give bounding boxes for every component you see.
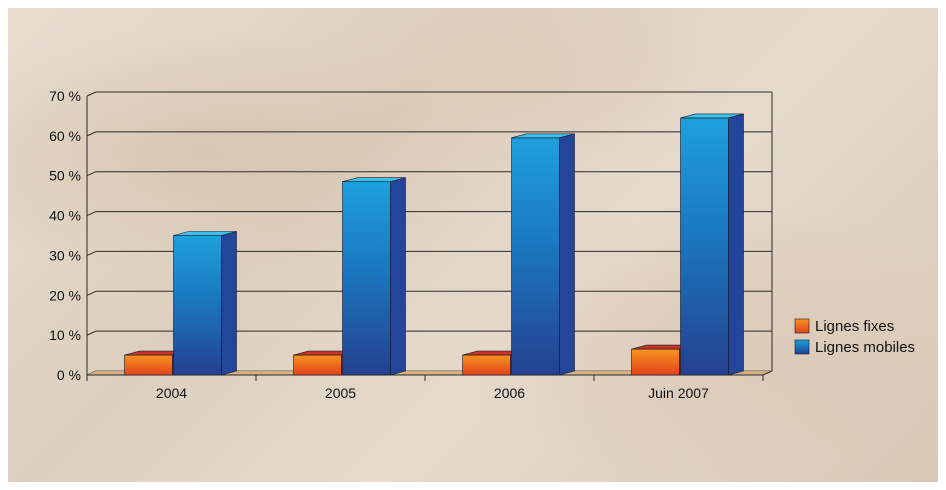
- gridline-depth: [86, 330, 97, 336]
- bar-lignes-mobiles: [680, 113, 744, 376]
- bar-lignes-fixes-front: [631, 348, 680, 376]
- y-tick-label: 50 %: [49, 168, 81, 184]
- gridline-depth: [86, 171, 97, 177]
- legend-swatch: [794, 318, 810, 334]
- gridline-depth: [86, 290, 97, 296]
- x-axis-depth: [762, 370, 773, 376]
- y-tick-label: 40 %: [49, 208, 81, 224]
- bar-lignes-mobiles-front: [173, 235, 222, 376]
- x-tick-label: Juin 2007: [648, 385, 709, 401]
- bar-lignes-fixes-front: [462, 354, 511, 376]
- chart-background: 0 % 10 % 20 % 30 % 40 % 50 % 60 % 70 % 2004 2005 2…: [8, 8, 938, 482]
- bar-lignes-mobiles-side: [559, 133, 575, 376]
- gridline-depth: [86, 131, 97, 137]
- y-tick-label: 60 %: [49, 128, 81, 144]
- bars: [124, 113, 744, 376]
- bar-lignes-mobiles: [173, 231, 237, 376]
- x-tick-label: 2005: [325, 385, 356, 401]
- y-tick-label: 0 %: [57, 367, 81, 383]
- bar-lignes-mobiles-front: [511, 137, 560, 376]
- x-tick-label: 2004: [156, 385, 187, 401]
- bar-lignes-fixes-front: [293, 354, 342, 376]
- tick-labels: 0 % 10 % 20 % 30 % 40 % 50 % 60 % 70 % 2004 2005 2…: [49, 88, 709, 401]
- bar-lignes-mobiles-front: [342, 181, 391, 376]
- y-tick-label: 70 %: [49, 88, 81, 104]
- bar-lignes-mobiles-side: [390, 177, 406, 376]
- gridline-depth: [86, 91, 97, 97]
- bar-lignes-mobiles: [342, 177, 406, 376]
- x-tick-label: 2006: [494, 385, 525, 401]
- bar-lignes-mobiles-side: [728, 113, 744, 376]
- legend: Lignes fixes Lignes mobiles: [794, 318, 915, 356]
- bar-chart: 0 % 10 % 20 % 30 % 40 % 50 % 60 % 70 % 2004 2005 2…: [49, 88, 915, 401]
- y-tick-label: 20 %: [49, 287, 81, 303]
- gridline-depth: [86, 250, 97, 256]
- y-tick-label: 30 %: [49, 247, 81, 263]
- gridline-depth: [86, 211, 97, 217]
- bar-lignes-fixes-front: [124, 354, 173, 376]
- legend-label: Lignes fixes: [815, 318, 894, 335]
- legend-swatch: [794, 339, 810, 355]
- legend-label: Lignes mobiles: [815, 339, 915, 356]
- y-tick-label: 10 %: [49, 327, 81, 343]
- bar-lignes-mobiles: [511, 133, 575, 376]
- bar-lignes-mobiles-front: [680, 117, 729, 376]
- bar-lignes-mobiles-side: [221, 231, 237, 376]
